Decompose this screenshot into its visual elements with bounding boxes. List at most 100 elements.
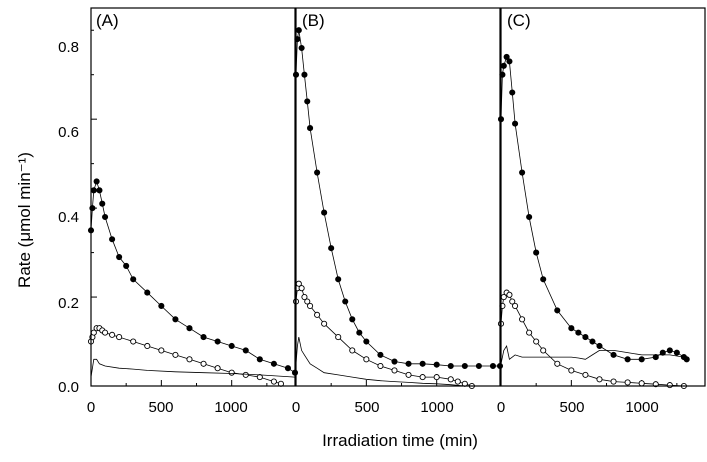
data-point-filled — [321, 209, 328, 216]
tick-marks — [90, 29, 678, 387]
panel-frame — [90, 7, 296, 387]
data-point-filled — [270, 360, 277, 367]
data-point-filled — [610, 351, 617, 358]
data-point-filled — [356, 329, 363, 336]
data-point-open — [172, 351, 179, 358]
data-point-open — [509, 298, 516, 305]
data-point-filled — [130, 276, 137, 283]
data-point-filled — [526, 213, 533, 221]
data-point-filled — [256, 356, 263, 363]
data-point-filled — [506, 58, 513, 65]
data-point-filled — [683, 356, 690, 363]
data-point-open — [242, 371, 249, 378]
data-point-filled — [568, 325, 575, 332]
data-point-open — [568, 367, 575, 374]
data-point-filled — [304, 98, 311, 105]
data-point-filled — [419, 360, 426, 367]
data-point-open — [377, 362, 384, 370]
data-point-open — [228, 369, 235, 376]
data-point-open — [130, 338, 137, 345]
x-tick-labels: 0 500 1000 0 500 1000 0 500 1000 — [87, 399, 659, 416]
panel-c-label: (C) — [507, 11, 531, 30]
data-point-filled — [116, 253, 123, 261]
data-point-filled — [295, 27, 302, 34]
data-point-open — [519, 316, 526, 323]
data-point-open — [391, 367, 398, 374]
data-point-open — [666, 382, 673, 389]
x-tick-label: 500 — [354, 399, 379, 416]
series-layer — [87, 27, 690, 390]
data-point-filled — [540, 276, 547, 283]
data-point-open — [349, 347, 356, 354]
x-tick-label: 0 — [497, 399, 505, 416]
panel-a-label: (A) — [96, 11, 119, 30]
series-line — [90, 358, 296, 378]
data-point-filled — [335, 276, 342, 283]
data-point-open — [270, 378, 277, 385]
data-point-open — [307, 302, 314, 310]
panel-b-label: (B) — [302, 11, 325, 30]
data-point-open — [116, 334, 123, 341]
y-tick-label: 0.8 — [58, 39, 79, 56]
data-point-filled — [659, 349, 666, 356]
data-point-filled — [461, 362, 468, 370]
data-point-filled — [228, 342, 235, 350]
data-point-open — [447, 376, 454, 383]
data-point-open — [433, 374, 440, 381]
data-point-open — [158, 347, 165, 354]
data-point-open — [304, 298, 311, 305]
data-point-filled — [596, 342, 603, 350]
y-tick-labels: 0.0 0.2 0.4 0.6 0.8 — [58, 39, 79, 396]
x-tick-label: 0 — [292, 399, 300, 416]
data-point-filled — [342, 298, 349, 305]
data-point-filled — [349, 316, 356, 323]
series-line — [500, 55, 687, 360]
data-point-open — [512, 302, 519, 310]
data-point-open — [314, 311, 321, 318]
series-line — [500, 344, 684, 364]
data-point-open — [405, 371, 412, 378]
data-point-open — [102, 329, 109, 336]
data-point-filled — [666, 347, 673, 354]
data-point-filled — [298, 44, 305, 52]
data-point-filled — [186, 325, 193, 332]
series-line — [90, 180, 296, 374]
data-point-filled — [673, 349, 680, 356]
data-point-filled — [509, 89, 516, 96]
data-point-filled — [96, 187, 103, 194]
x-tick-label: 1000 — [420, 399, 453, 416]
data-point-filled — [391, 358, 398, 365]
data-point-open — [624, 379, 631, 386]
data-point-filled — [503, 53, 510, 60]
series-line — [295, 282, 473, 387]
data-point-open — [554, 360, 561, 367]
data-point-filled — [144, 289, 151, 296]
frames — [90, 7, 706, 387]
data-point-filled — [284, 365, 292, 372]
data-point-filled — [433, 361, 440, 368]
data-point-open — [109, 331, 116, 338]
x-tick-label: 500 — [559, 399, 584, 416]
data-point-filled — [533, 249, 540, 256]
data-point-filled — [405, 360, 412, 367]
data-point-open — [540, 347, 547, 354]
panel-labels: (A) (B) (C) — [96, 11, 531, 30]
data-point-open — [610, 378, 617, 385]
data-point-filled — [489, 362, 497, 370]
y-tick-label: 0.2 — [58, 295, 79, 312]
data-point-filled — [500, 62, 507, 69]
data-point-filled — [214, 338, 221, 345]
y-tick-label: 0.4 — [58, 209, 79, 226]
data-point-filled — [589, 338, 596, 345]
data-point-filled — [363, 338, 370, 345]
data-point-filled — [519, 169, 526, 176]
data-point-open — [526, 329, 533, 336]
x-tick-label: 1000 — [625, 399, 658, 416]
data-point-open — [200, 360, 207, 367]
data-point-filled — [314, 169, 321, 176]
data-point-filled — [377, 351, 384, 358]
data-point-filled — [158, 302, 165, 310]
data-point-open — [335, 334, 342, 341]
data-point-open — [638, 380, 645, 387]
